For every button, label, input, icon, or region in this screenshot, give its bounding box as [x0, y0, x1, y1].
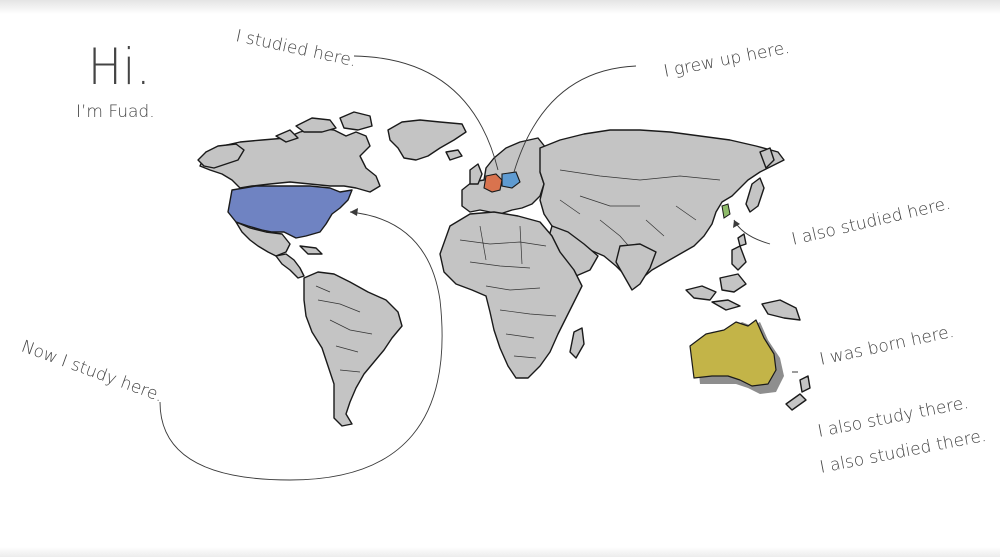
- arctic-island-3: [275, 129, 299, 143]
- new-zealand-north: [799, 375, 811, 393]
- sa-borders: [315, 285, 373, 373]
- madagascar: [569, 327, 585, 359]
- arctic-island-1: [295, 117, 337, 133]
- central-america: [275, 253, 305, 279]
- taiwan: [737, 233, 747, 247]
- top-shadow: [0, 0, 1000, 14]
- uk: [469, 163, 483, 185]
- korea: [721, 203, 731, 219]
- india: [615, 243, 657, 291]
- iceland: [445, 149, 463, 161]
- africa-borders: [459, 225, 557, 359]
- canada: [199, 127, 381, 193]
- indonesia-1: [685, 285, 717, 301]
- borneo: [719, 273, 747, 293]
- poland: [501, 171, 521, 189]
- south-america: [303, 271, 403, 427]
- arctic-island-2: [339, 111, 373, 131]
- africa: [439, 211, 583, 379]
- asia-borders: [559, 169, 721, 253]
- greeting-subtitle: I’m Fuad.: [76, 102, 155, 122]
- germany: [483, 173, 503, 193]
- sakhalin: [759, 147, 775, 169]
- philippines: [731, 245, 747, 271]
- bottom-shadow: [0, 547, 1000, 557]
- curve-korea-arrowhead: [733, 220, 740, 228]
- caribbean: [299, 245, 323, 255]
- indonesia-2: [711, 299, 741, 311]
- australia: [689, 319, 777, 387]
- alaska: [197, 143, 245, 169]
- japan: [745, 177, 765, 213]
- curve-grew-up: [513, 65, 637, 173]
- usa: [227, 185, 353, 239]
- greeting-title: Hi.: [88, 38, 152, 96]
- mexico: [235, 221, 291, 257]
- new-guinea: [761, 299, 801, 321]
- curve-studied-here: [353, 55, 499, 171]
- curve-now-study: [159, 211, 443, 481]
- greenland: [387, 119, 467, 161]
- curve-now-study-arrowhead: [350, 208, 358, 216]
- new-zealand: [785, 393, 807, 411]
